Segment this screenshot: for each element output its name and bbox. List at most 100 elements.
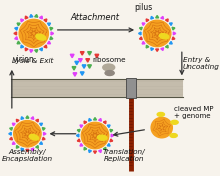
Polygon shape [107,125,110,128]
Polygon shape [84,121,87,124]
Polygon shape [161,48,164,51]
Polygon shape [14,32,16,35]
Polygon shape [15,37,18,40]
FancyBboxPatch shape [126,78,136,98]
Polygon shape [95,54,99,58]
Polygon shape [79,59,82,62]
Polygon shape [76,134,79,137]
Polygon shape [77,129,80,132]
Polygon shape [103,147,106,150]
Polygon shape [26,116,29,118]
Polygon shape [9,132,11,135]
Ellipse shape [171,120,178,124]
Polygon shape [26,149,29,152]
Circle shape [14,121,41,147]
Polygon shape [165,45,168,48]
Polygon shape [86,59,90,62]
Polygon shape [172,27,175,30]
Polygon shape [99,118,101,121]
Polygon shape [42,137,45,140]
Polygon shape [80,52,84,55]
Polygon shape [70,54,74,58]
Polygon shape [103,121,106,124]
Polygon shape [142,23,145,26]
Polygon shape [35,50,38,52]
Polygon shape [12,142,15,144]
Polygon shape [30,14,33,17]
Polygon shape [139,37,142,40]
Text: Entry &
Uncoating: Entry & Uncoating [183,57,220,70]
Ellipse shape [105,71,114,76]
Polygon shape [10,137,13,140]
Ellipse shape [29,134,39,140]
Polygon shape [111,134,114,137]
Polygon shape [94,151,97,153]
Text: Assembly/
Encapsidation: Assembly/ Encapsidation [2,149,53,162]
Polygon shape [10,128,13,130]
Polygon shape [35,14,38,17]
Text: ribosome: ribosome [92,57,126,63]
Polygon shape [88,52,92,55]
Polygon shape [48,23,51,26]
Polygon shape [84,147,87,150]
Polygon shape [80,125,83,128]
Polygon shape [89,118,92,121]
Polygon shape [172,37,175,40]
Polygon shape [44,45,47,48]
Polygon shape [40,48,42,51]
Polygon shape [146,45,149,48]
Polygon shape [139,32,141,35]
Polygon shape [73,73,77,76]
Text: Lysis & Exit: Lysis & Exit [12,58,54,64]
Polygon shape [36,119,38,122]
Circle shape [151,117,172,138]
Polygon shape [94,118,97,120]
Polygon shape [40,142,42,144]
Polygon shape [80,72,84,75]
Polygon shape [110,139,113,142]
Polygon shape [165,19,168,22]
Circle shape [19,19,48,48]
Polygon shape [16,146,19,148]
Polygon shape [89,150,92,153]
Polygon shape [15,27,18,30]
Ellipse shape [157,112,165,116]
Text: Attachment: Attachment [71,13,119,22]
Polygon shape [42,128,45,130]
Polygon shape [31,148,34,151]
Polygon shape [82,65,86,68]
Polygon shape [99,150,101,153]
Polygon shape [21,148,24,151]
Polygon shape [88,65,92,68]
Polygon shape [146,19,149,22]
Polygon shape [156,15,159,18]
Polygon shape [30,50,33,52]
Polygon shape [72,67,76,70]
Polygon shape [17,41,20,44]
Text: virion: virion [13,55,35,64]
Ellipse shape [36,34,46,40]
Polygon shape [16,119,19,122]
Polygon shape [40,16,42,19]
Polygon shape [75,61,79,65]
Polygon shape [48,41,51,44]
Bar [11,79,183,97]
Polygon shape [51,32,54,35]
Polygon shape [31,117,34,119]
Polygon shape [107,143,110,146]
Polygon shape [44,19,47,22]
Polygon shape [50,37,53,40]
Ellipse shape [97,135,107,140]
Polygon shape [151,16,154,19]
Polygon shape [36,146,38,148]
Text: cleaved MP
+ genome: cleaved MP + genome [174,106,213,119]
Polygon shape [161,16,164,19]
Polygon shape [25,16,28,19]
Polygon shape [21,45,24,48]
Polygon shape [142,41,145,44]
Polygon shape [169,23,172,26]
Text: pilus: pilus [134,3,152,12]
Polygon shape [50,27,53,30]
Polygon shape [151,48,154,51]
Ellipse shape [170,134,177,137]
